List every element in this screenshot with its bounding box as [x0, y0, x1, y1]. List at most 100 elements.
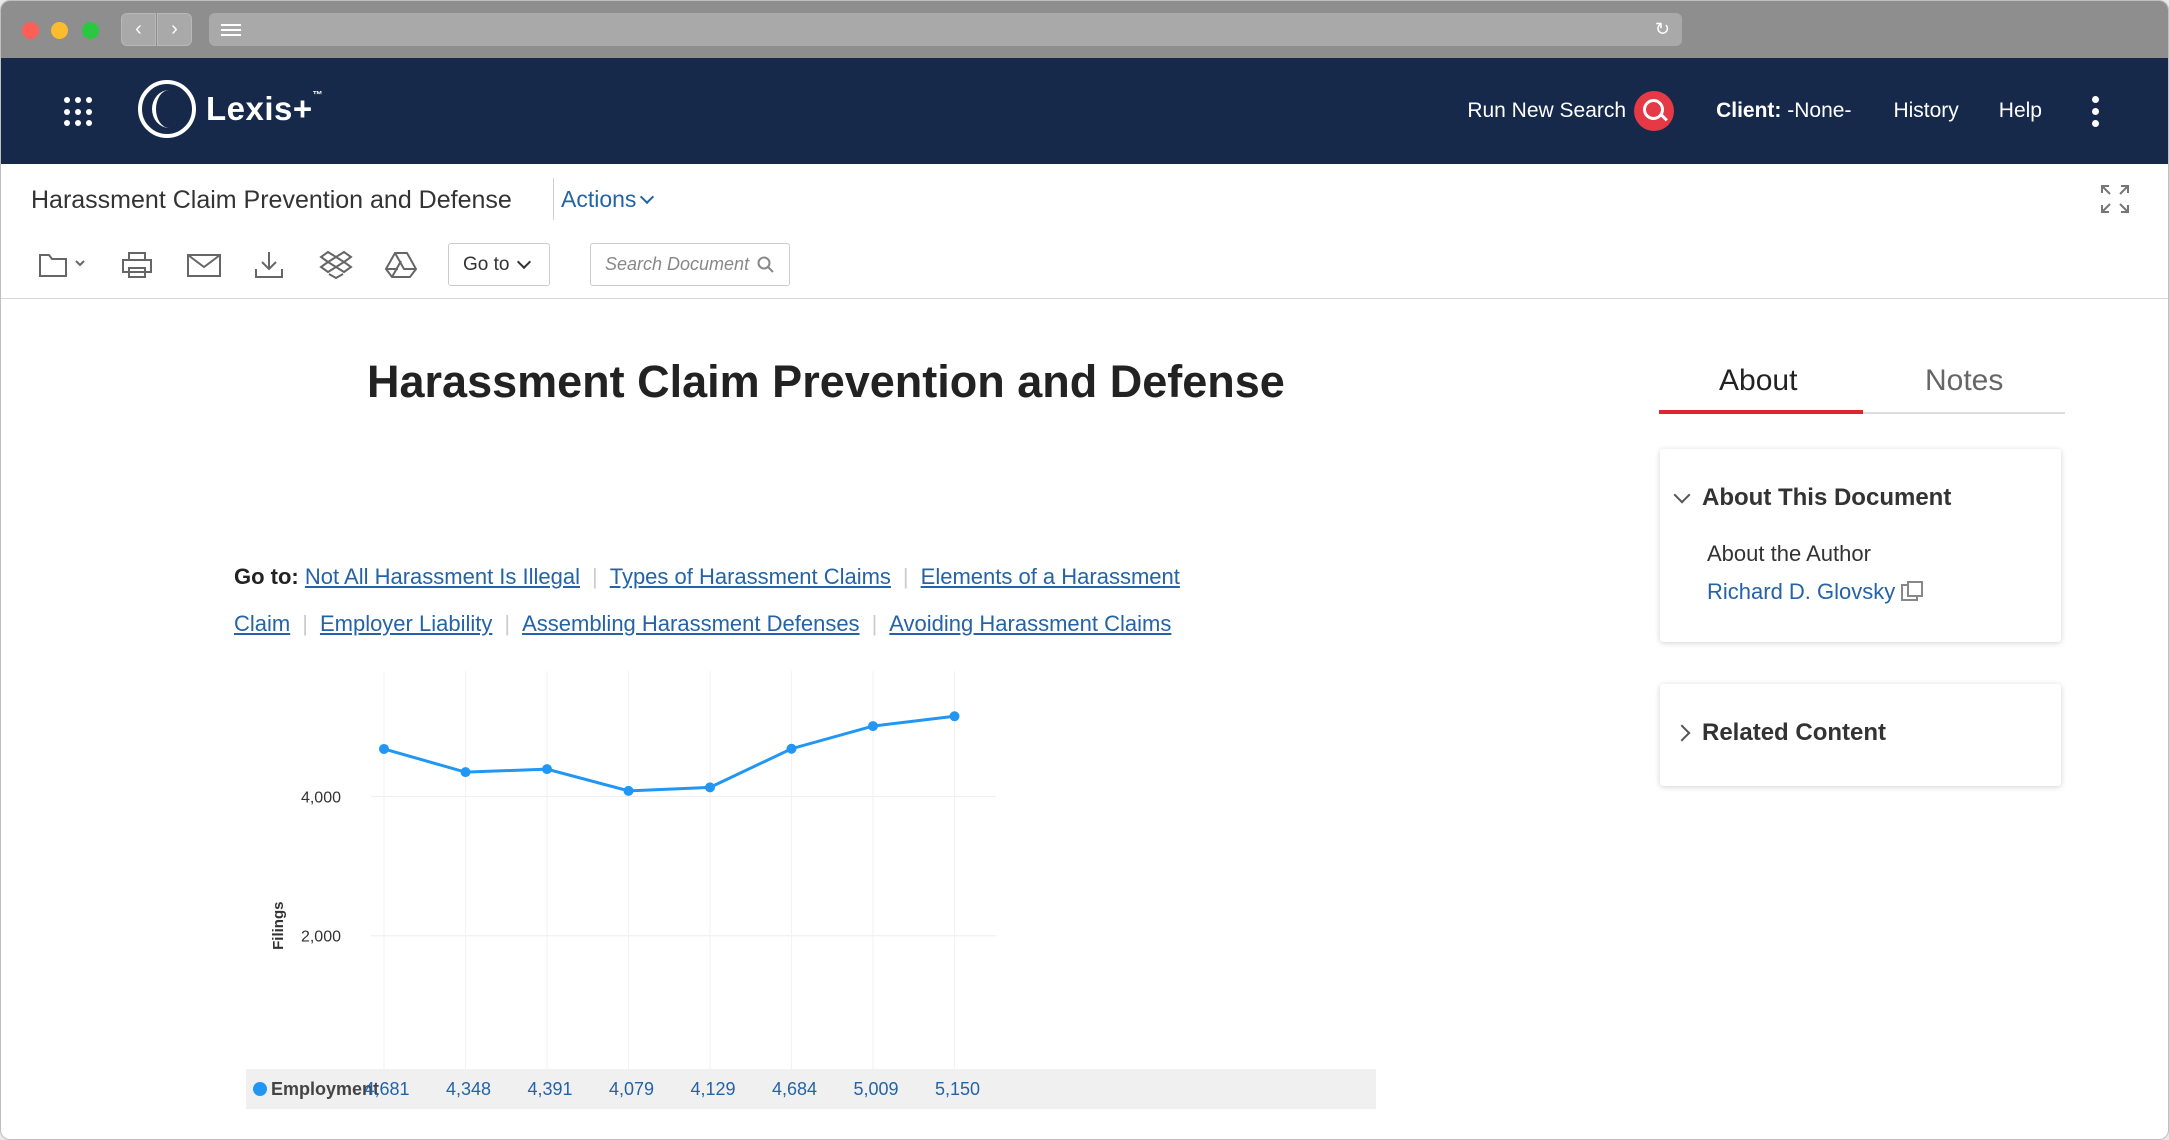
legend-swatch: [253, 1082, 267, 1096]
chevron-down-icon: [1673, 486, 1691, 504]
active-tab-indicator: [1659, 410, 1863, 414]
app-launcher-icon[interactable]: [64, 97, 94, 127]
data-point-0: [705, 782, 715, 793]
actions-dropdown[interactable]: Actions: [561, 186, 655, 213]
link-separator: |: [302, 611, 308, 636]
goto-section-links: Go to: Not All Harassment Is Illegal | Typ…: [234, 553, 1274, 647]
data-value-label: 4,079: [609, 1079, 654, 1099]
document-toolbar: Harassment Claim Prevention and Defense …: [1, 164, 2168, 299]
data-point-0: [868, 721, 878, 732]
data-value-label: 4,391: [527, 1079, 572, 1099]
run-new-search-button[interactable]: Run New Search: [1467, 91, 1675, 131]
actions-label: Actions: [561, 186, 637, 212]
external-link-icon: [1901, 580, 1924, 601]
help-link[interactable]: Help: [1998, 99, 2042, 122]
folder-icon[interactable]: [38, 250, 88, 280]
goto-prefix: Go to:: [234, 564, 299, 589]
goto-link-elements-of-claim[interactable]: Elements of a Harassment Claim: [234, 564, 1180, 636]
reader-menu-icon[interactable]: [221, 24, 241, 36]
about-document-panel: About This Document About the Author Ric…: [1660, 449, 2061, 642]
data-point-0: [623, 785, 634, 796]
lexis-logo-mark-icon: [138, 80, 196, 138]
sidebar-tabs: About Notes: [1659, 356, 2065, 414]
goto-link-assembling-defenses[interactable]: Assembling Harassment Defenses: [522, 611, 860, 636]
chevron-left-icon: ‹: [135, 18, 142, 40]
series-line-0: [383, 714, 955, 793]
related-content-toggle[interactable]: Related Content: [1673, 719, 1887, 747]
data-value-label: 4,348: [446, 1079, 491, 1099]
history-link[interactable]: History: [1893, 99, 1959, 122]
goto-label: Go to: [463, 253, 510, 275]
data-point-0: [379, 743, 389, 754]
client-selector[interactable]: Client: -None-: [1716, 99, 1851, 123]
link-separator: |: [592, 564, 598, 589]
document-heading: Harassment Claim Prevention and Defense: [367, 356, 1285, 407]
y-tick-label: 4,000: [301, 789, 341, 806]
data-point-0: [949, 711, 960, 722]
link-separator: |: [902, 564, 909, 589]
search-document-input[interactable]: Search Document: [590, 243, 790, 286]
legend-label: Employment: [271, 1079, 379, 1099]
download-icon[interactable]: [253, 250, 285, 280]
search-icon: [1634, 91, 1675, 131]
data-value-label: 4,684: [772, 1079, 817, 1099]
address-bar[interactable]: ↻: [209, 13, 1682, 46]
link-separator: |: [871, 611, 878, 636]
y-tick-label: 2,000: [301, 929, 341, 946]
data-value-label: 4,129: [690, 1079, 735, 1099]
email-icon[interactable]: [186, 250, 222, 280]
chevron-down-icon: [640, 189, 655, 204]
forward-button[interactable]: ›: [157, 13, 192, 46]
data-point-0: [542, 764, 552, 775]
browser-chrome: ‹ › ↻: [1, 1, 2168, 58]
data-point-0: [786, 743, 797, 754]
maximize-window-button[interactable]: [82, 22, 99, 39]
lexis-logo[interactable]: Lexis+™: [138, 80, 323, 138]
tab-about[interactable]: About: [1719, 364, 1798, 397]
author-name: Richard D. Glovsky: [1707, 579, 1896, 604]
goto-link-employer-liability[interactable]: Employer Liability: [319, 611, 493, 636]
tab-notes[interactable]: Notes: [1925, 364, 2004, 397]
about-document-title: About This Document: [1702, 484, 1952, 511]
close-window-button[interactable]: [22, 22, 39, 39]
more-menu-icon[interactable]: [2092, 95, 2100, 127]
print-icon[interactable]: [121, 250, 153, 280]
client-value: -None-: [1787, 99, 1852, 122]
chevron-down-icon: [517, 254, 532, 269]
related-content-panel: Related Content: [1660, 684, 2061, 786]
data-value-label: 4,681: [364, 1079, 409, 1099]
search-icon[interactable]: [757, 256, 775, 274]
header-nav: Run New Search Client: -None- History He…: [1467, 58, 2168, 164]
chevron-right-icon: ›: [171, 18, 178, 40]
data-point-0: [460, 767, 471, 778]
dropbox-icon[interactable]: [319, 250, 353, 280]
chevron-right-icon: [1673, 724, 1691, 742]
about-author-label: About the Author: [1707, 541, 1871, 566]
goto-link-not-all-harassment[interactable]: Not All Harassment Is Illegal: [304, 564, 580, 589]
expand-icon[interactable]: [2100, 184, 2130, 214]
document-title: Harassment Claim Prevention and Defense: [31, 186, 512, 214]
data-value-label: 5,009: [853, 1079, 898, 1099]
run-new-search-label: Run New Search: [1467, 99, 1627, 122]
author-link[interactable]: Richard D. Glovsky: [1707, 579, 1924, 605]
goto-link-types-of-claims[interactable]: Types of Harassment Claims: [609, 564, 891, 589]
data-value-label: 5,150: [935, 1079, 980, 1099]
google-drive-icon[interactable]: [384, 250, 418, 280]
y-axis-label: Filings: [270, 902, 287, 950]
goto-link-avoiding-claims[interactable]: Avoiding Harassment Claims: [889, 611, 1172, 636]
logo-text: Lexis+™: [206, 90, 324, 127]
related-content-title: Related Content: [1702, 719, 1887, 746]
back-button[interactable]: ‹: [121, 13, 156, 46]
divider: [553, 178, 554, 220]
goto-dropdown[interactable]: Go to: [448, 243, 550, 286]
search-document-placeholder: Search Document: [605, 254, 750, 274]
about-document-toggle[interactable]: About This Document: [1673, 484, 1952, 512]
reload-icon[interactable]: ↻: [1654, 19, 1670, 39]
client-label: Client:: [1716, 99, 1782, 122]
minimize-window-button[interactable]: [51, 22, 68, 39]
link-separator: |: [504, 611, 511, 636]
app-header: Lexis+™ Run New Search Client: -None- Hi…: [1, 58, 2168, 164]
